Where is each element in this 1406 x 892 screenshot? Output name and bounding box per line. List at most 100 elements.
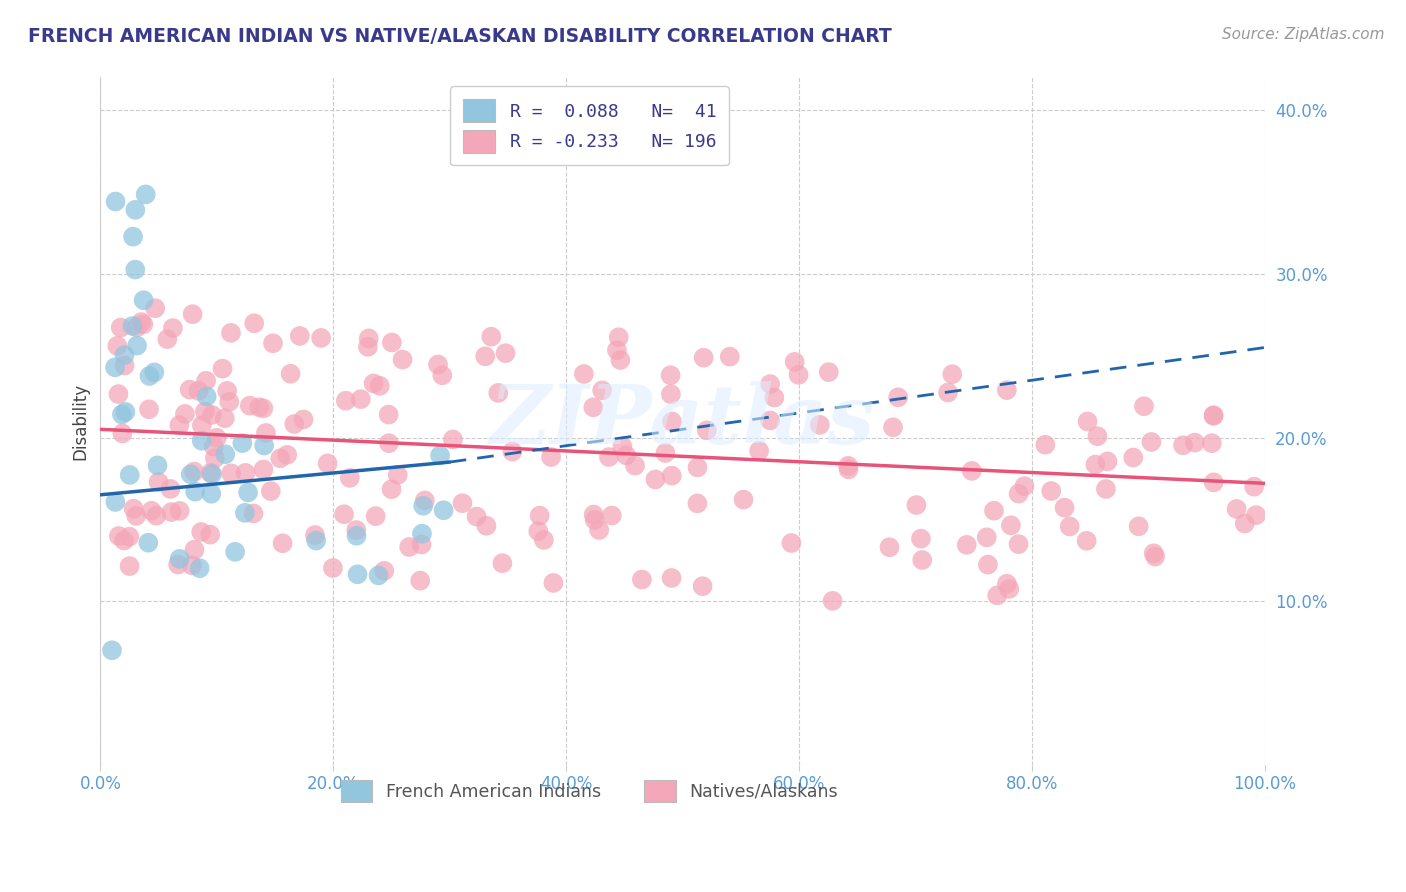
Point: [451, 496, 474, 510]
Point: [1077, 414, 1099, 428]
Point: [1243, 480, 1265, 494]
Point: [661, 468, 683, 483]
Point: [936, 385, 959, 400]
Point: [179, 383, 201, 397]
Point: [262, 336, 284, 351]
Point: [1144, 549, 1167, 564]
Point: [346, 567, 368, 582]
Point: [252, 401, 274, 416]
Point: [1201, 436, 1223, 450]
Point: [143, 365, 166, 379]
Point: [572, 367, 595, 381]
Point: [162, 321, 184, 335]
Point: [124, 202, 146, 217]
Point: [614, 448, 637, 462]
Point: [276, 448, 298, 462]
Point: [1097, 454, 1119, 468]
Point: [1233, 516, 1256, 531]
Point: [247, 401, 270, 415]
Point: [879, 541, 901, 555]
Point: [527, 524, 550, 538]
Point: [148, 475, 170, 489]
Point: [346, 529, 368, 543]
Point: [644, 472, 666, 486]
Point: [686, 460, 709, 475]
Point: [138, 369, 160, 384]
Point: [174, 407, 197, 421]
Point: [491, 556, 513, 570]
Point: [280, 367, 302, 381]
Point: [194, 404, 217, 418]
Point: [977, 558, 1000, 572]
Point: [887, 390, 910, 404]
Point: [252, 462, 274, 476]
Point: [145, 508, 167, 523]
Point: [411, 537, 433, 551]
Point: [135, 187, 157, 202]
Point: [1087, 429, 1109, 443]
Point: [253, 438, 276, 452]
Point: [118, 530, 141, 544]
Legend: French American Indians, Natives/Alaskans: French American Indians, Natives/Alaskan…: [329, 768, 851, 814]
Point: [125, 508, 148, 523]
Point: [1244, 508, 1267, 523]
Point: [181, 558, 204, 573]
Point: [783, 355, 806, 369]
Point: [1202, 408, 1225, 422]
Point: [911, 553, 934, 567]
Point: [239, 399, 262, 413]
Point: [486, 385, 509, 400]
Point: [188, 561, 211, 575]
Point: [105, 339, 128, 353]
Point: [204, 451, 226, 466]
Point: [429, 449, 451, 463]
Point: [181, 307, 204, 321]
Point: [363, 376, 385, 391]
Point: [465, 509, 488, 524]
Point: [661, 571, 683, 585]
Point: [183, 465, 205, 479]
Point: [1007, 486, 1029, 500]
Point: [960, 464, 983, 478]
Point: [367, 568, 389, 582]
Point: [180, 467, 202, 482]
Point: [427, 358, 450, 372]
Point: [283, 417, 305, 431]
Point: [582, 401, 605, 415]
Point: [817, 365, 839, 379]
Point: [1226, 502, 1249, 516]
Point: [146, 458, 169, 473]
Point: [1171, 438, 1194, 452]
Point: [138, 402, 160, 417]
Point: [368, 379, 391, 393]
Point: [200, 487, 222, 501]
Point: [1059, 519, 1081, 533]
Point: [1033, 438, 1056, 452]
Point: [808, 417, 831, 432]
Point: [1084, 458, 1107, 472]
Point: [1128, 519, 1150, 533]
Point: [195, 374, 218, 388]
Point: [112, 533, 135, 548]
Point: [260, 484, 283, 499]
Point: [205, 431, 228, 445]
Point: [588, 523, 610, 537]
Point: [118, 559, 141, 574]
Point: [254, 425, 277, 440]
Point: [378, 436, 401, 450]
Point: [202, 440, 225, 454]
Point: [131, 315, 153, 329]
Point: [114, 405, 136, 419]
Point: [224, 545, 246, 559]
Point: [780, 536, 803, 550]
Point: [190, 434, 212, 448]
Point: [759, 413, 782, 427]
Point: [733, 492, 755, 507]
Point: [104, 360, 127, 375]
Point: [398, 540, 420, 554]
Point: [118, 467, 141, 482]
Point: [905, 498, 928, 512]
Point: [1133, 399, 1156, 413]
Point: [1053, 500, 1076, 515]
Point: [344, 523, 367, 537]
